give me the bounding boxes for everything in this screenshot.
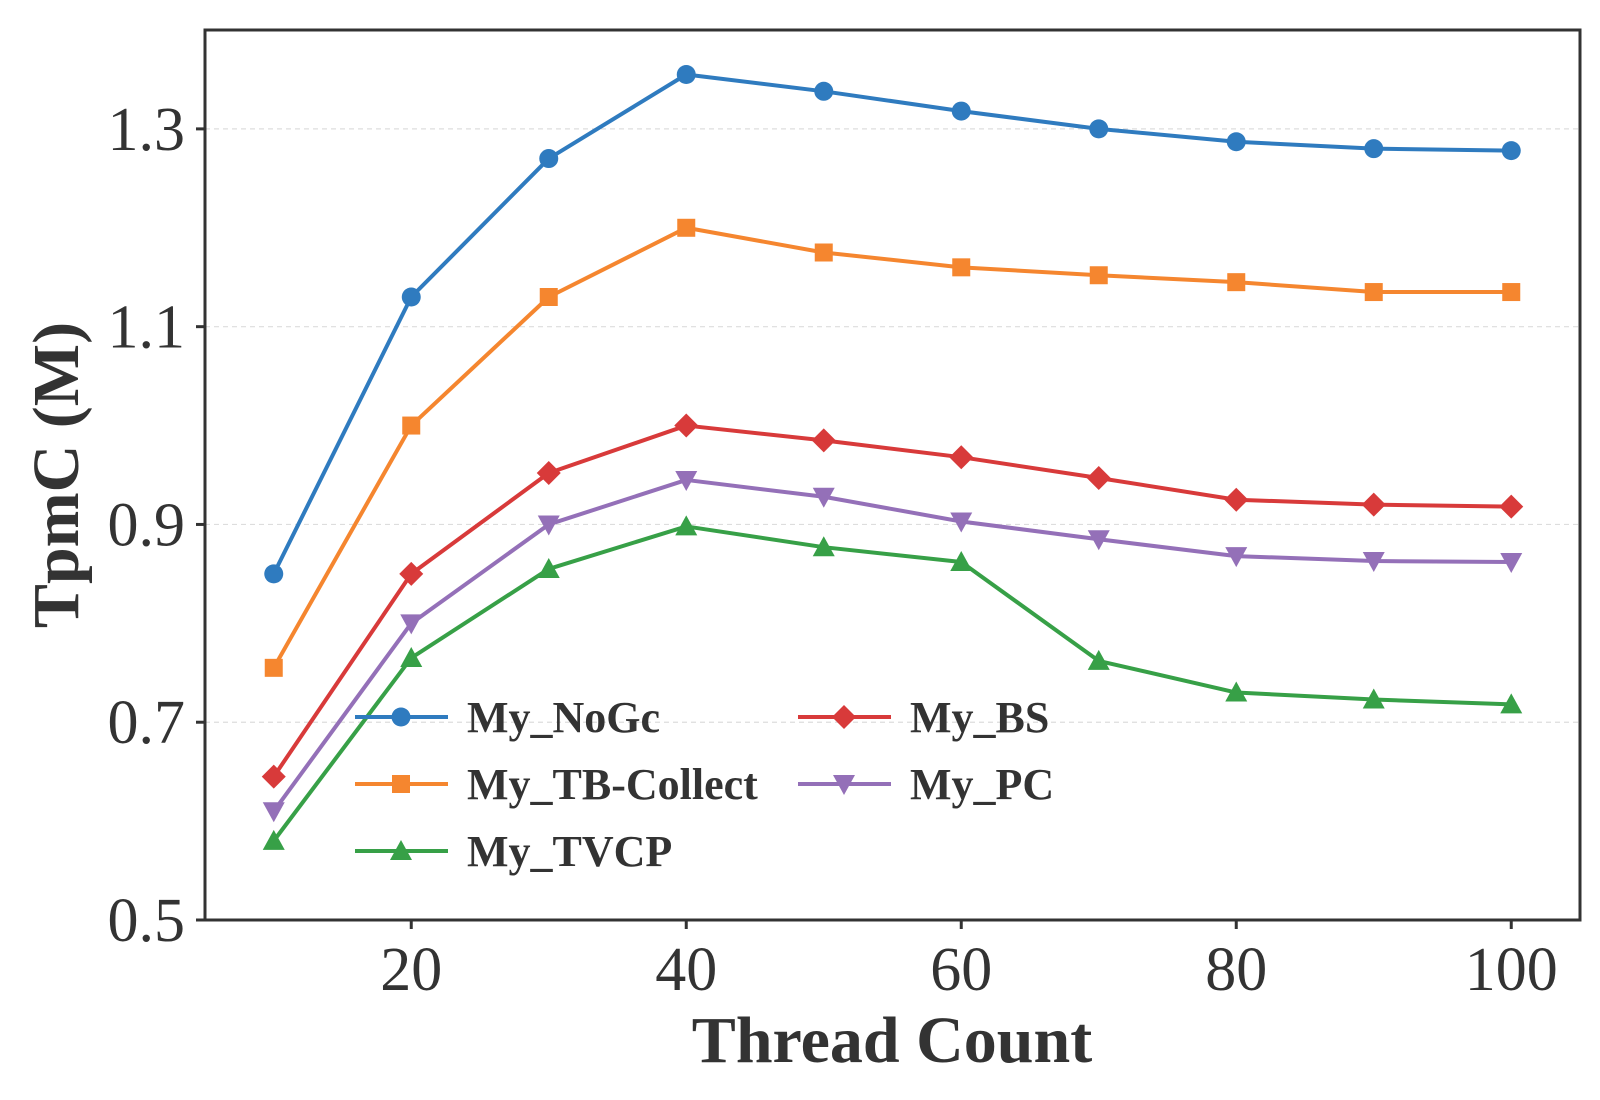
series-line [272,524,1512,843]
data-point [1364,139,1384,159]
data-point [675,515,698,536]
data-point [1361,492,1386,517]
series-my-pc [262,470,1523,823]
data-point [264,658,283,677]
legend-marker [390,840,412,860]
legend-item: My_TVCP [355,827,672,876]
y-axis-ticks: 0.5 0.7 0.9 1.1 1.3 [108,96,205,955]
y-tick-label: 0.9 [108,491,186,559]
series-my-bs [261,413,1524,789]
data-point [812,487,835,508]
grid-lines [205,128,1580,723]
data-point [264,564,284,584]
legend-item: My_PC [798,760,1054,809]
data-point [814,243,833,262]
legend: My_NoGc My_TB-Collect My_TVCP My_BS My_PC [355,693,1054,876]
data-point [952,258,971,277]
series-layer [261,65,1524,850]
data-point [1087,530,1110,551]
data-point [1086,465,1111,490]
legend-label: My_NoGc [467,693,660,742]
legend-label: My_TVCP [467,827,672,876]
data-point [1502,283,1521,302]
data-point [537,515,560,536]
data-point [676,65,696,84]
series-line [272,225,1512,669]
data-point [1499,494,1524,519]
x-tick-label: 20 [380,936,442,1004]
x-tick-label: 80 [1205,936,1267,1004]
legend-item: My_BS [798,693,1049,742]
data-point [539,149,559,169]
legend-marker [391,707,411,727]
y-axis-title: TpmC (M) [20,322,93,628]
data-point [951,101,971,121]
data-point [1227,273,1246,292]
y-tick-label: 1.3 [108,96,186,164]
data-point [950,551,973,572]
x-tick-label: 60 [930,936,992,1004]
y-tick-label: 0.7 [108,689,186,757]
data-point [262,802,285,823]
data-point [1089,266,1108,285]
data-point [401,287,421,307]
legend-label: My_BS [910,693,1049,742]
data-point [399,561,424,586]
series-line [271,72,1512,575]
data-point [1500,693,1523,714]
series-line [272,477,1512,813]
data-point [1226,132,1246,152]
plot-frame [203,28,1582,922]
series-my-nogc [264,65,1521,584]
x-axis-title: Thread Count [692,1004,1092,1077]
data-point [539,288,558,306]
data-point [262,829,285,850]
data-point [1089,119,1109,139]
data-point [811,428,836,453]
data-point [1225,547,1248,568]
series-my-tb-collect [264,218,1521,677]
legend-marker [832,705,856,729]
data-point [1500,553,1523,574]
data-point [812,536,835,557]
data-point [536,461,561,486]
x-tick-label: 100 [1465,936,1558,1004]
data-point [950,512,973,533]
data-point [1364,283,1383,302]
data-point [400,614,423,635]
legend-item: My_NoGc [355,693,660,742]
legend-marker [833,775,855,795]
legend-label: My_TB-Collect [467,760,758,809]
data-point [675,470,698,491]
data-point [261,764,286,789]
data-point [1501,141,1521,161]
data-point [674,413,699,438]
data-point [1362,688,1385,709]
legend-label: My_PC [910,760,1054,809]
legend-marker [392,775,410,793]
x-tick-label: 40 [655,936,717,1004]
data-point [537,557,560,578]
data-point [949,445,974,470]
data-point [677,218,696,237]
legend-item: My_TB-Collect [355,760,758,809]
data-point [402,416,421,435]
data-point [814,81,834,101]
series-my-tvcp [262,515,1523,850]
data-point [1087,649,1110,670]
y-tick-label: 1.1 [108,294,186,362]
y-tick-label: 0.5 [108,887,186,955]
data-point [1225,681,1248,702]
x-axis-ticks: 20 40 60 80 100 [380,920,1558,1004]
data-point [1362,552,1385,573]
data-point [1224,487,1249,512]
data-point [400,646,423,667]
series-line [272,423,1512,778]
